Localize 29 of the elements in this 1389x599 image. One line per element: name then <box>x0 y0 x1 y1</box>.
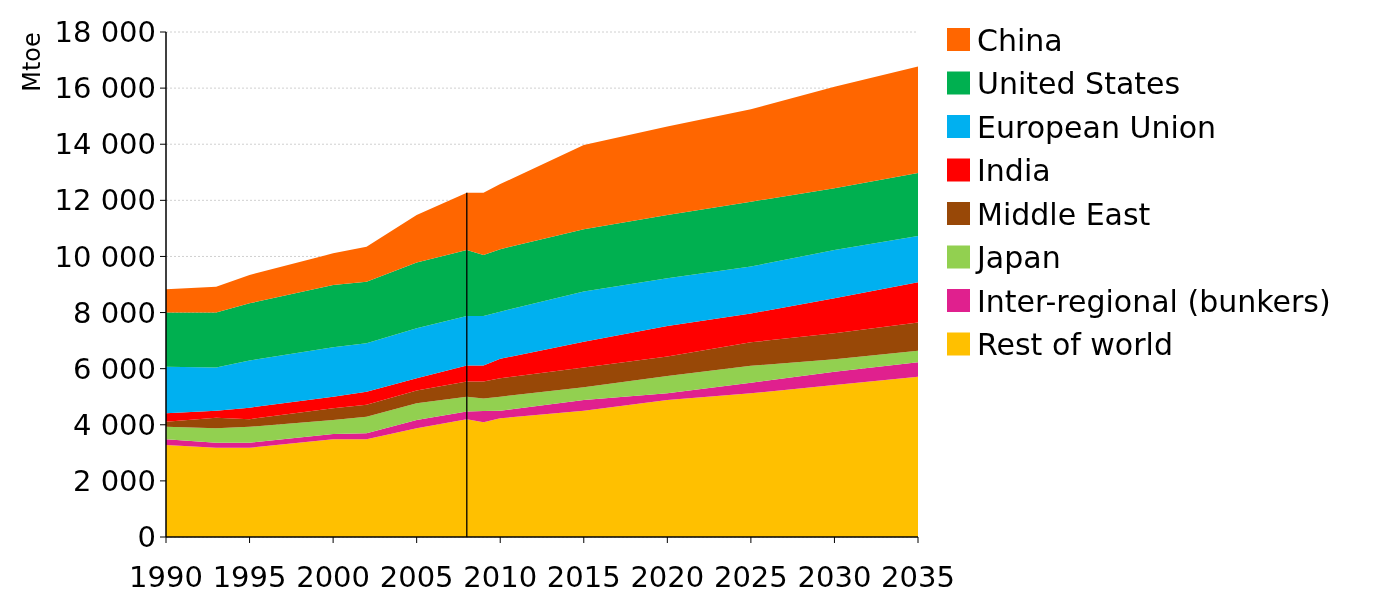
x-tick-label: 2025 <box>713 560 788 594</box>
legend-label: Rest of world <box>977 327 1173 362</box>
x-tick-label: 2035 <box>881 560 955 594</box>
legend-label: Japan <box>975 240 1061 275</box>
y-tick-label: 14 000 <box>54 127 156 162</box>
x-tick-label: 1990 <box>129 560 203 594</box>
y-tick-label: 18 000 <box>54 15 156 50</box>
y-tick-label: 4 000 <box>72 407 156 442</box>
y-tick-label: 12 000 <box>54 183 156 218</box>
x-tick-label: 2015 <box>546 560 621 594</box>
x-tick-label: 1995 <box>212 560 287 594</box>
x-tick-label: 2005 <box>379 560 454 594</box>
y-tick-label: 0 <box>137 520 156 555</box>
x-tick-label: 2030 <box>797 560 872 594</box>
legend-label: China <box>977 22 1063 58</box>
x-tick-label: 2010 <box>463 560 538 594</box>
y-tick-label: 10 000 <box>54 239 156 274</box>
y-tick-label: 16 000 <box>54 71 156 106</box>
legend-label: Inter-regional (bunkers) <box>977 283 1331 319</box>
legend-label: European Union <box>977 109 1217 145</box>
x-tick-label: 2000 <box>296 560 371 594</box>
legend-label: United States <box>977 66 1181 101</box>
y-tick-label: 2 000 <box>72 464 156 499</box>
y-tick-label: 8 000 <box>72 295 156 330</box>
y-axis-title: Mtoe <box>18 32 46 92</box>
y-tick-label: 6 000 <box>72 351 156 386</box>
legend-label: India <box>977 153 1051 188</box>
legend-label: Middle East <box>977 196 1151 232</box>
x-tick-label: 2020 <box>630 560 705 594</box>
